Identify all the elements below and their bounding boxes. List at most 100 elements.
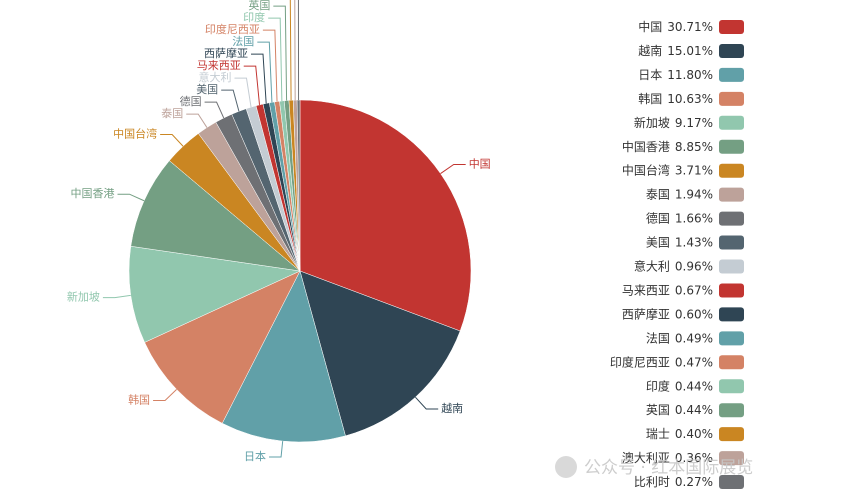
label-line (221, 89, 240, 112)
legend-label: 澳大利亚 0.36% (622, 451, 713, 465)
legend-name: 新加坡 (634, 114, 670, 129)
legend-label: 比利时 0.27% (634, 475, 713, 489)
legend-label: 中国香港 8.85% (622, 138, 713, 153)
legend-swatch (719, 43, 744, 58)
pie-slice (296, 99, 301, 272)
legend-name: 法国 (646, 331, 670, 345)
legend-value: 0.44% (675, 379, 713, 393)
legend-swatch (719, 283, 744, 298)
slice-label: 韩国 (128, 392, 150, 406)
legend-swatch (719, 475, 744, 490)
legend-label: 美国 1.43% (646, 235, 713, 249)
label-line (243, 65, 261, 105)
legend-name: 泰国 (646, 187, 670, 201)
label-line (294, 0, 296, 101)
label-line (117, 193, 145, 202)
legend-swatch (719, 211, 744, 226)
label-line (186, 113, 208, 128)
slice-label: 日本 (244, 449, 266, 463)
legend-value: 0.67% (675, 283, 713, 297)
slice-label: 法国 (232, 34, 254, 48)
legend-value: 0.44% (675, 403, 713, 417)
legend-swatch (719, 115, 744, 130)
legend-label: 新加坡 9.17% (634, 114, 713, 129)
legend-label: 英国 0.44% (646, 403, 713, 417)
watermark: 公众号 · 红本国际展览 (584, 458, 753, 478)
slice-label: 印度尼西亚 (205, 22, 260, 36)
legend-label: 中国台湾 3.71% (622, 162, 713, 177)
pie-slice (299, 99, 472, 332)
legend-value: 10.63% (667, 91, 713, 105)
legend-swatch (719, 259, 744, 274)
legend-value: 1.94% (675, 187, 713, 201)
slice-label: 中国 (469, 157, 491, 170)
legend-name: 中国 (638, 19, 662, 34)
legend-swatch (719, 451, 744, 466)
legend-label: 德国 1.66% (646, 210, 713, 225)
legend-label: 意大利 0.96% (634, 258, 713, 273)
slice-label: 中国台湾 (113, 127, 157, 141)
legend-name: 越南 (638, 42, 662, 57)
legend-label: 日本 11.80% (638, 67, 713, 81)
legend-value: 8.85% (675, 139, 713, 153)
legend-swatch (719, 187, 744, 202)
slice-label: 英国 (248, 0, 270, 12)
legend-label: 越南 15.01% (638, 42, 713, 57)
slice-label: 印度 (243, 10, 265, 24)
legend-value: 0.27% (675, 475, 713, 489)
slice-label: 美国 (196, 83, 218, 96)
label-line (257, 41, 273, 103)
label-line (273, 5, 288, 101)
legend-name: 意大利 (634, 258, 670, 273)
legend-value: 1.66% (675, 211, 713, 225)
legend-swatch (719, 20, 744, 34)
slice-label: 泰国 (161, 106, 183, 120)
legend-name: 澳大利亚 (622, 451, 670, 465)
legend-swatch (719, 379, 744, 394)
legend-value: 9.17% (675, 115, 713, 129)
legend-name: 西萨摩亚 (622, 306, 670, 321)
legend-name: 中国台湾 (622, 162, 670, 177)
legend-value: 3.71% (675, 163, 713, 177)
pie-slice (299, 270, 461, 437)
legend-name: 印度 (646, 378, 670, 393)
label-line (297, 0, 300, 101)
legend-name: 韩国 (638, 90, 662, 105)
label-line (234, 77, 252, 108)
legend-swatch (719, 67, 744, 82)
pie-slice (128, 245, 301, 343)
legend-label: 法国 0.49% (646, 331, 713, 345)
legend-swatch (719, 355, 744, 370)
label-line (440, 163, 466, 174)
legend-label: 西萨摩亚 0.60% (622, 306, 713, 321)
legend-swatch (719, 139, 744, 154)
legend-label: 马来西亚 0.67% (622, 283, 713, 297)
label-line (268, 17, 283, 101)
legend-name: 比利时 (634, 475, 670, 489)
legend-value: 0.36% (675, 451, 713, 465)
legend-value: 11.80% (667, 67, 713, 81)
watermark-group: 公众号 · 红本国际展览 (555, 456, 753, 478)
legend-label: 印度 0.44% (646, 378, 713, 393)
legend-value: 15.01% (667, 43, 713, 57)
pie-slice (144, 270, 301, 424)
label-line (289, 0, 292, 101)
slice-label: 马来西亚 (197, 59, 241, 72)
legend-swatch (719, 235, 744, 250)
legend-value: 0.47% (675, 355, 713, 369)
label-line (262, 29, 278, 102)
legend-name: 日本 (638, 67, 662, 81)
legend-swatch (719, 403, 744, 418)
slice-label: 意大利 (198, 70, 231, 84)
legend-label: 瑞士 0.40% (646, 427, 713, 441)
legend-label: 中国 30.71% (638, 19, 713, 34)
slice-label: 西萨摩亚 (204, 46, 248, 60)
legend-value: 0.40% (675, 427, 713, 441)
legend-swatch (719, 163, 744, 178)
pie-slice (130, 160, 301, 272)
legend-value: 1.43% (675, 235, 713, 249)
legend-name: 印度尼西亚 (610, 354, 670, 369)
legend-name: 中国香港 (622, 138, 670, 153)
legend-name: 德国 (646, 210, 670, 225)
label-line (204, 101, 225, 119)
